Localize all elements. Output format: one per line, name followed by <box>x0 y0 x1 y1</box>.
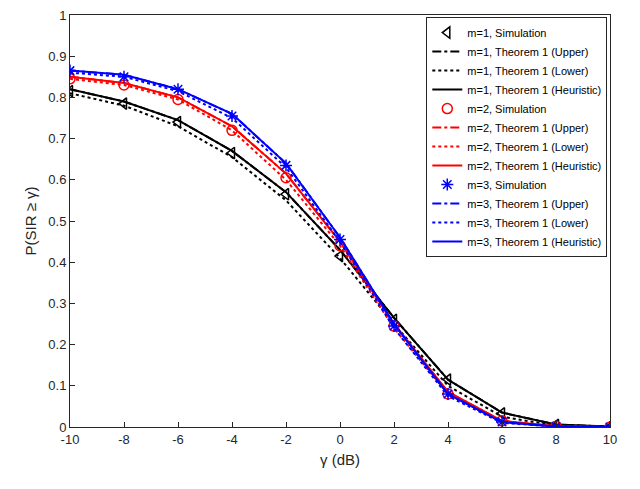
svg-text:m=3, Theorem 1 (Heuristic): m=3, Theorem 1 (Heuristic) <box>467 236 601 248</box>
svg-text:m=2, Simulation: m=2, Simulation <box>467 103 546 115</box>
svg-text:1: 1 <box>59 8 66 23</box>
svg-text:m=2, Theorem 1 (Upper): m=2, Theorem 1 (Upper) <box>467 122 588 134</box>
svg-text:m=1, Theorem 1 (Lower): m=1, Theorem 1 (Lower) <box>467 65 588 77</box>
svg-text:6: 6 <box>498 432 505 447</box>
svg-text:0: 0 <box>59 420 66 435</box>
svg-text:0.3: 0.3 <box>48 296 66 311</box>
svg-text:m=2, Theorem 1 (Lower): m=2, Theorem 1 (Lower) <box>467 141 588 153</box>
svg-text:-2: -2 <box>280 432 292 447</box>
svg-text:m=3, Simulation: m=3, Simulation <box>467 179 546 191</box>
svg-text:0.2: 0.2 <box>48 337 66 352</box>
svg-text:0.4: 0.4 <box>48 255 66 270</box>
svg-text:0.7: 0.7 <box>48 131 66 146</box>
svg-text:m=3, Theorem 1 (Upper): m=3, Theorem 1 (Upper) <box>467 198 588 210</box>
svg-text:γ (dB): γ (dB) <box>320 451 360 468</box>
svg-text:-6: -6 <box>172 432 184 447</box>
svg-text:8: 8 <box>552 432 559 447</box>
svg-text:0.6: 0.6 <box>48 172 66 187</box>
svg-text:0.8: 0.8 <box>48 90 66 105</box>
svg-text:0: 0 <box>336 432 343 447</box>
svg-text:m=1, Theorem 1 (Upper): m=1, Theorem 1 (Upper) <box>467 46 588 58</box>
svg-text:m=1, Simulation: m=1, Simulation <box>467 27 546 39</box>
svg-text:m=2, Theorem 1 (Heuristic): m=2, Theorem 1 (Heuristic) <box>467 160 601 172</box>
svg-text:0.1: 0.1 <box>48 378 66 393</box>
svg-text:-10: -10 <box>61 432 80 447</box>
svg-text:-8: -8 <box>118 432 130 447</box>
svg-text:-4: -4 <box>226 432 238 447</box>
svg-text:0.5: 0.5 <box>48 214 66 229</box>
svg-text:2: 2 <box>390 432 397 447</box>
svg-text:0.9: 0.9 <box>48 49 66 64</box>
svg-text:P(SIR ≥ γ): P(SIR ≥ γ) <box>22 186 39 255</box>
svg-text:10: 10 <box>603 432 617 447</box>
svg-text:m=3, Theorem 1 (Lower): m=3, Theorem 1 (Lower) <box>467 217 588 229</box>
svg-text:m=1, Theorem 1 (Heuristic): m=1, Theorem 1 (Heuristic) <box>467 84 601 96</box>
svg-text:4: 4 <box>444 432 451 447</box>
